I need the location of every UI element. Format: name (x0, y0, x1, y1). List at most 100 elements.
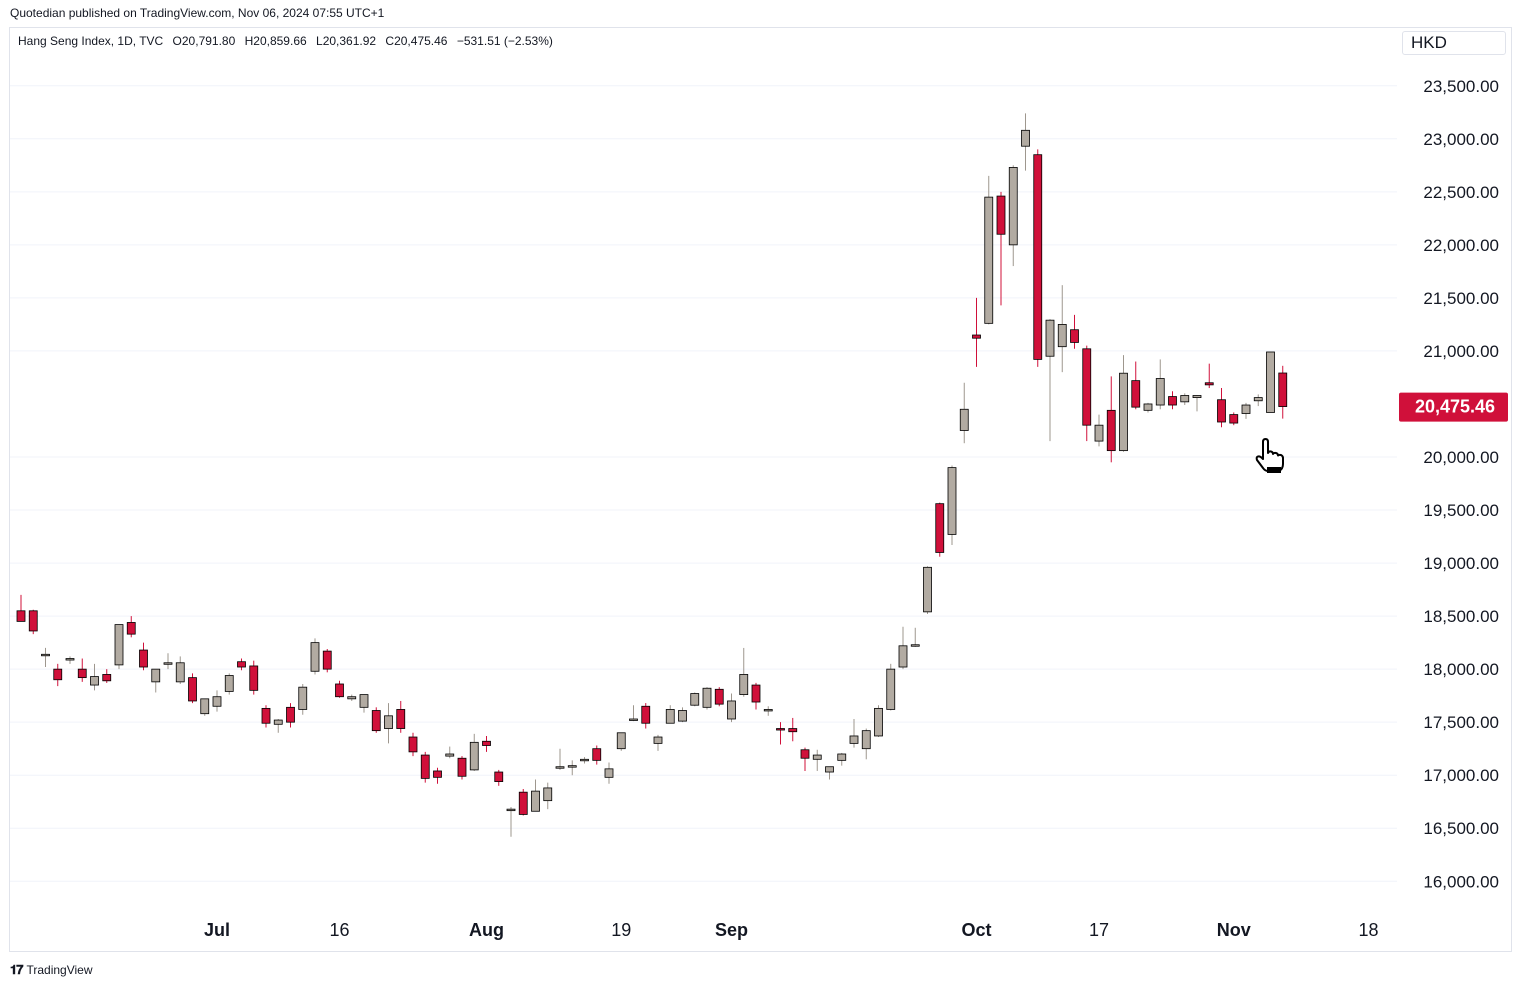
candle-body (886, 668, 896, 710)
candle-body (935, 503, 945, 553)
candle-body (1045, 319, 1055, 357)
candle-body (923, 566, 932, 613)
currency-button[interactable]: HKD (1402, 31, 1506, 55)
y-tick-label: 21,500.00 (1423, 289, 1499, 308)
candle-body (702, 687, 712, 708)
candle-body (849, 735, 859, 744)
candle-body (396, 709, 406, 729)
candle-body (825, 766, 834, 773)
candle-body (776, 728, 785, 731)
candle-body (518, 791, 528, 815)
candle-body (371, 710, 381, 732)
footer-brand: TradingView (26, 963, 93, 977)
legend-change: −531.51 (−2.53%) (456, 34, 553, 48)
candle-body (1192, 395, 1202, 399)
candle-body (494, 771, 504, 782)
candle-body (616, 732, 626, 750)
candle-body (298, 686, 308, 710)
last-price-badge (1399, 392, 1508, 422)
publisher-note: Quotedian published on TradingView.com, … (10, 6, 385, 20)
y-tick-label: 16,500.00 (1423, 819, 1499, 838)
candle-body (41, 653, 50, 657)
candle-body (384, 715, 393, 729)
candle-body (1033, 154, 1043, 360)
candle-body (1253, 397, 1263, 402)
candle-body (629, 718, 638, 721)
candle-body (1229, 414, 1239, 424)
candle-body (996, 195, 1006, 235)
candle-body (1266, 351, 1275, 413)
candle-body (90, 676, 99, 686)
candle-body (261, 707, 271, 724)
candle-body (984, 196, 994, 324)
legend-high: H20,859.66 (244, 34, 307, 48)
candle-body (1057, 324, 1067, 348)
candle-body (53, 668, 63, 681)
candle-body (310, 642, 320, 672)
candle-body (1021, 129, 1030, 147)
candle-body (567, 765, 577, 768)
candle-body (678, 710, 687, 722)
candle-body (126, 622, 136, 635)
candle-body (212, 696, 222, 707)
candle-body (347, 696, 357, 700)
candle-body (910, 644, 920, 647)
candle-body (874, 707, 883, 737)
candle-body (714, 688, 724, 705)
candle-body (249, 665, 259, 691)
x-tick-label: Sep (715, 920, 748, 940)
candle-body (1168, 396, 1177, 406)
y-tick-label: 21,000.00 (1423, 342, 1499, 361)
x-tick-label: Oct (961, 920, 991, 940)
x-tick-label: Jul (204, 920, 230, 940)
candle-body (1008, 167, 1018, 246)
candle-body (1204, 382, 1214, 386)
hand-pointer-icon (1255, 438, 1284, 473)
candle-body (335, 683, 344, 698)
candle-body (1070, 329, 1079, 343)
tradingview-footer[interactable]: 𝟏𝟕 TradingView (10, 962, 93, 978)
candle-body (433, 770, 442, 778)
candle-body (665, 709, 675, 724)
x-tick-label: 19 (611, 920, 631, 940)
legend-low: L20,361.92 (316, 34, 377, 48)
candle-body (1180, 395, 1190, 403)
candle-body (1082, 348, 1092, 426)
candle-body (151, 668, 161, 683)
candle-body (102, 674, 112, 682)
candle-body (506, 808, 516, 812)
candle-body (445, 753, 455, 757)
symbol-legend: Hang Seng Index, 1D, TVC O20,791.80 H20,… (18, 34, 559, 48)
candle-body (65, 658, 75, 661)
candle-body (812, 754, 822, 760)
candle-body (420, 754, 430, 779)
candle-body (359, 694, 369, 708)
candle-body (690, 693, 700, 706)
candle-body (237, 661, 246, 668)
candle-body (947, 467, 957, 535)
candle-body (861, 730, 871, 750)
x-tick-label: Aug (469, 920, 504, 940)
legend-close: C20,475.46 (385, 34, 448, 48)
legend-symbol[interactable]: Hang Seng Index, 1D, TVC (18, 34, 164, 48)
candle-body (1155, 378, 1165, 406)
candle-body (592, 748, 602, 761)
candle-body (469, 741, 479, 771)
candle-body (1143, 403, 1153, 411)
candle-body (653, 736, 663, 744)
candle-body (139, 649, 148, 668)
x-tick-label: 18 (1358, 920, 1378, 940)
legend-open: O20,791.80 (172, 34, 236, 48)
y-tick-label: 23,000.00 (1423, 130, 1499, 149)
x-tick-label: 17 (1089, 920, 1109, 940)
y-tick-label: 19,000.00 (1423, 554, 1499, 573)
y-tick-label: 20,000.00 (1423, 448, 1499, 467)
candle-body (1106, 409, 1116, 452)
y-tick-label: 17,000.00 (1423, 766, 1499, 785)
candle-body (1278, 372, 1288, 407)
candle-body (739, 674, 749, 695)
y-tick-label: 18,500.00 (1423, 607, 1499, 626)
y-tick-label: 16,000.00 (1423, 872, 1499, 891)
candle-body (1131, 380, 1141, 408)
